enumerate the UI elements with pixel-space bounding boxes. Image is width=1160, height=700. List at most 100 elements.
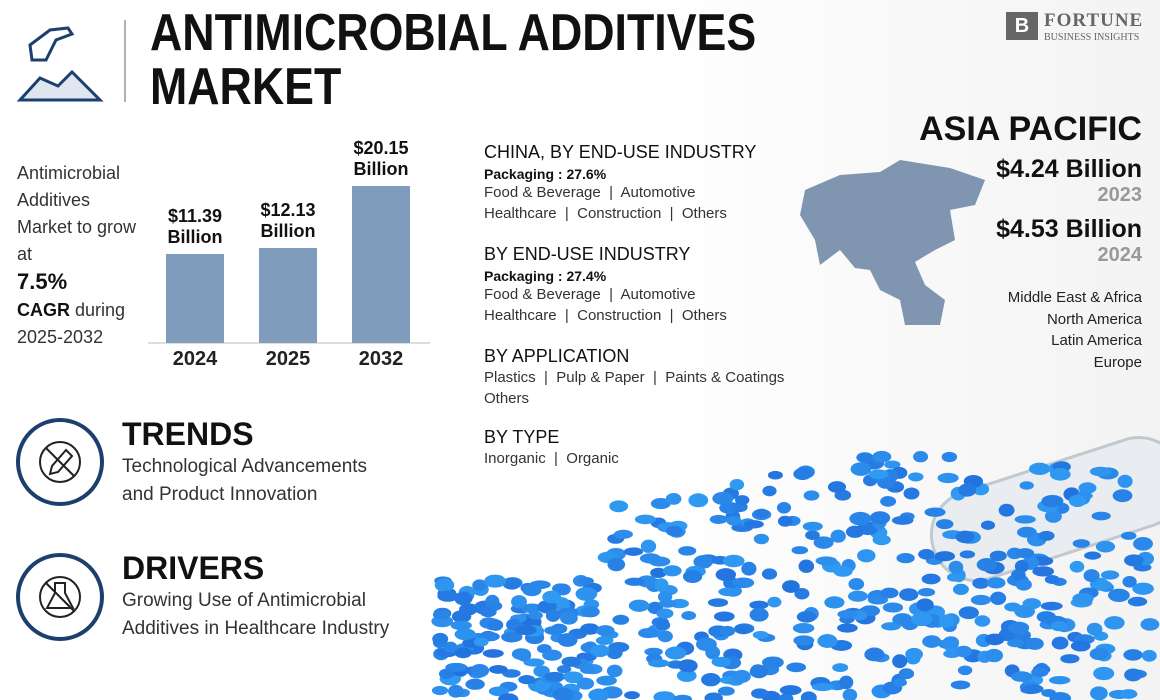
region: ASIA PACIFIC $4.24 Billion 2023 $4.53 Bi… xyxy=(919,110,1142,373)
pellet xyxy=(484,574,507,588)
pellet xyxy=(704,692,723,700)
trends: TRENDS Technological Advancements and Pr… xyxy=(122,416,367,509)
pellet xyxy=(434,578,455,592)
pellet xyxy=(777,515,793,527)
pellet xyxy=(579,623,600,635)
pellet xyxy=(657,591,673,603)
pellet xyxy=(665,525,683,537)
pellet xyxy=(986,577,1006,589)
pellet xyxy=(850,462,872,476)
pellet xyxy=(959,550,976,559)
pellet xyxy=(681,611,697,621)
pellet xyxy=(899,588,919,601)
pellet xyxy=(437,590,459,602)
pellet xyxy=(916,598,934,612)
pellet xyxy=(729,478,745,491)
pellet xyxy=(732,577,755,589)
trends-heading: TRENDS xyxy=(122,416,254,452)
pellet xyxy=(922,635,942,648)
pellet xyxy=(848,578,865,591)
pellet xyxy=(528,611,543,620)
pellet xyxy=(1041,688,1056,698)
pellet xyxy=(796,611,817,623)
segment: CHINA, BY END-USE INDUSTRY Packaging : 27… xyxy=(484,142,804,224)
pellet xyxy=(1036,611,1056,623)
bar xyxy=(352,185,410,343)
trends-text: Technological Advancements xyxy=(122,456,368,477)
pellet xyxy=(872,450,892,463)
pellet xyxy=(470,664,490,678)
pellet xyxy=(1044,509,1062,523)
bar-chart: $11.39 Billion 2024 $12.13 Billion 2025 $20.… xyxy=(0,0,410,370)
pellet xyxy=(908,472,924,482)
region-year: 2023 xyxy=(1097,184,1143,206)
region-item: Latin America xyxy=(1051,332,1142,349)
pellet xyxy=(676,669,697,682)
pellet xyxy=(880,496,897,507)
pellet xyxy=(595,636,614,645)
pellet xyxy=(502,577,522,590)
pellet xyxy=(678,546,697,556)
pellet xyxy=(606,664,623,678)
pellet xyxy=(644,647,663,656)
pellet xyxy=(811,682,834,692)
pellet xyxy=(655,619,671,631)
pellet xyxy=(1140,618,1160,631)
pellet xyxy=(1031,667,1049,677)
pellet xyxy=(805,530,820,541)
pellet xyxy=(701,673,721,687)
pellet xyxy=(911,612,933,626)
pellet xyxy=(753,533,769,545)
pellet xyxy=(717,686,735,696)
pellet xyxy=(432,632,449,646)
pellet xyxy=(815,556,838,566)
pellet xyxy=(958,483,977,497)
pellet xyxy=(498,693,519,700)
logo: FORTUNE BUSINESS INSIGHTS xyxy=(1044,10,1143,43)
pellet xyxy=(1014,515,1036,524)
pellet xyxy=(431,685,449,696)
pellet xyxy=(561,656,582,667)
pellet xyxy=(1022,684,1044,694)
segment-line: Food & Beverage | Automotive xyxy=(484,286,696,303)
value-label: $12.13 Billion xyxy=(260,200,316,242)
segment: BY APPLICATION Plastics | Pulp & Paper | … xyxy=(484,346,804,409)
pellet xyxy=(1086,622,1103,636)
pellet xyxy=(1084,551,1102,560)
drivers-text: Additives in Healthcare Industry xyxy=(122,618,390,639)
pellet xyxy=(754,508,769,519)
pellet xyxy=(544,626,563,635)
pellet xyxy=(948,560,964,574)
x-tick-label: 2025 xyxy=(265,348,311,370)
pellet xyxy=(454,591,473,606)
other-regions: Middle East & Africa North America Latin A… xyxy=(919,287,1142,373)
pellet xyxy=(984,633,1005,646)
pellet xyxy=(1007,639,1025,648)
pellet xyxy=(976,558,998,572)
pellet xyxy=(892,654,908,669)
pellet xyxy=(556,665,572,674)
pellet xyxy=(514,625,537,635)
pellet xyxy=(767,596,782,608)
pellet xyxy=(448,684,464,698)
pellet xyxy=(1070,640,1091,652)
pellet xyxy=(579,663,594,674)
pellet xyxy=(845,525,865,538)
pellet xyxy=(709,514,728,524)
region-item: Middle East & Africa xyxy=(1007,289,1142,306)
x-tick-label: 2024 xyxy=(172,348,218,370)
segment-heading: BY APPLICATION xyxy=(484,346,630,366)
pellet xyxy=(459,603,478,616)
pellet xyxy=(847,590,868,602)
pellet xyxy=(974,615,991,627)
pellet xyxy=(792,623,815,634)
pellet xyxy=(750,664,766,677)
pellet xyxy=(803,490,820,501)
growth-text: Antimicrobial Additives Market to grow a… xyxy=(17,160,142,351)
pellet xyxy=(518,674,536,685)
pellet xyxy=(743,520,764,529)
pellet xyxy=(1072,539,1090,548)
header-icon xyxy=(16,26,104,102)
pellet xyxy=(980,520,996,530)
